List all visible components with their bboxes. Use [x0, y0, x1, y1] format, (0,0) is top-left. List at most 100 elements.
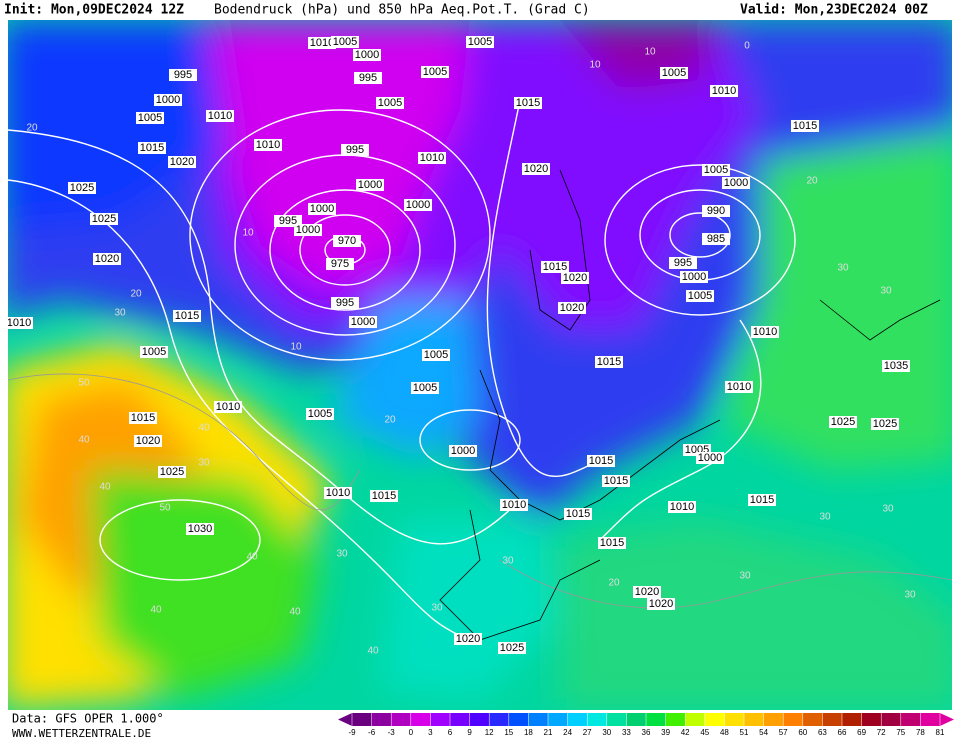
- isobar-label: 1000: [296, 224, 320, 236]
- isobar-label-box: [356, 179, 384, 191]
- isobar-label-box: [702, 233, 730, 245]
- colorbar-label: 12: [485, 728, 494, 737]
- colorbar-label: 81: [936, 728, 945, 737]
- isobar-label-box: [829, 416, 857, 428]
- theta-label: 40: [246, 552, 258, 563]
- colorbar-segment: [822, 713, 843, 726]
- isobar-label: 1020: [95, 253, 119, 265]
- isobar-label: 1015: [793, 120, 817, 132]
- isobar-label-box: [136, 112, 164, 124]
- colorbar-label: 57: [779, 728, 788, 737]
- isobar-label: 1000: [682, 271, 706, 283]
- isobar-label: 1000: [724, 177, 748, 189]
- isobar-label: 1005: [662, 67, 686, 79]
- isobar-label: 1010: [502, 499, 526, 511]
- colorbar-segment: [450, 713, 471, 726]
- colorbar-label: -3: [388, 728, 396, 737]
- theta-label: 20: [384, 415, 396, 426]
- isobar-label-box: [595, 356, 623, 368]
- colorbar-segment: [665, 713, 686, 726]
- isobar-label-box: [454, 633, 482, 645]
- colorbar-segment: [508, 713, 529, 726]
- isobar-label: 995: [674, 257, 692, 269]
- theta-label: 30: [739, 571, 751, 582]
- theta-label: 30: [837, 263, 849, 274]
- colorbar-segment: [744, 713, 765, 726]
- isobar-label-box: [254, 139, 282, 151]
- isobar-label-box: [421, 66, 449, 78]
- isobar-label-box: [725, 381, 753, 393]
- isobar-label: 1015: [543, 261, 567, 273]
- colorbar-label: 60: [798, 728, 807, 737]
- colorbar-label: 72: [877, 728, 886, 737]
- theta-label: 40: [198, 423, 210, 434]
- colorbar-segment: [626, 713, 647, 726]
- isobar-label-box: [564, 508, 592, 520]
- theta-label: 10: [644, 47, 656, 58]
- isobar-label-box: [722, 177, 750, 189]
- colorbar-label: 24: [563, 728, 572, 737]
- colorbar-segment: [861, 713, 882, 726]
- theta-label: 30: [431, 603, 443, 614]
- isobar-label-box: [647, 598, 675, 610]
- isobar-label: 1005: [704, 164, 728, 176]
- isobar-label: 1000: [358, 179, 382, 191]
- isobar-label-box: [186, 523, 214, 535]
- colorbar-segment: [528, 713, 549, 726]
- isobar-label-box: [90, 213, 118, 225]
- isobar-label: 1015: [140, 142, 164, 154]
- isobar-label: 1015: [175, 310, 199, 322]
- colorbar-segment: [783, 713, 804, 726]
- isobar-label: 1010: [216, 401, 240, 413]
- isobar-label: 1030: [188, 523, 212, 535]
- isobar-label: 1010: [256, 139, 280, 151]
- isobar-label: 1010: [326, 487, 350, 499]
- isobar-label: 1000: [351, 316, 375, 328]
- isobar-label-box: [587, 455, 615, 467]
- colorbar-segment: [469, 713, 490, 726]
- isobar-label-box: [353, 49, 381, 61]
- colorbar-segment: [802, 713, 823, 726]
- theta-label: 40: [367, 646, 379, 657]
- website: WWW.WETTERZENTRALE.DE: [12, 727, 151, 740]
- isobar-label-box: [558, 302, 586, 314]
- colorbar-segment: [920, 713, 941, 726]
- isobar-label-box: [514, 97, 542, 109]
- colorbar-label: -9: [348, 728, 356, 737]
- isobar-label-box: [696, 452, 724, 464]
- isobar-label-box: [324, 487, 352, 499]
- theta-label: 30: [880, 286, 892, 297]
- isobar-label-box: [370, 490, 398, 502]
- isobar-label-box: [8, 317, 33, 329]
- isobar-label-box: [308, 37, 336, 49]
- colorbar-label: 39: [661, 728, 670, 737]
- colorbar-label: 6: [448, 728, 453, 737]
- isobar-label: 1020: [170, 156, 194, 168]
- theta-label: 30: [198, 458, 210, 469]
- theta-label: 40: [289, 607, 301, 618]
- isobar-label: 1005: [424, 349, 448, 361]
- isobar-label: 1015: [566, 508, 590, 520]
- colorbar-label: 18: [524, 728, 533, 737]
- isobar-label-box: [702, 164, 730, 176]
- colorbar-label: 42: [681, 728, 690, 737]
- colorbar-label: 30: [602, 728, 611, 737]
- isobar-label: 1010: [420, 152, 444, 164]
- isobar-label-box: [449, 445, 477, 457]
- theta-label: 40: [150, 605, 162, 616]
- isobar-label: 1010: [670, 501, 694, 513]
- isobar-label: 1015: [372, 490, 396, 502]
- isobar-label-box: [140, 346, 168, 358]
- isobar-label-box: [331, 297, 359, 309]
- colorbar-label: 66: [838, 728, 847, 737]
- isobar-label: 1010: [7, 317, 31, 329]
- isobar-label: 985: [707, 233, 725, 245]
- colorbar-segment: [352, 713, 373, 726]
- isobar-label-box: [349, 316, 377, 328]
- colorbar-segment: [704, 713, 725, 726]
- theta-label: 50: [78, 378, 90, 389]
- isobar-label-box: [702, 205, 730, 217]
- theta-label: 50: [159, 503, 171, 514]
- isobar-label: 1020: [649, 598, 673, 610]
